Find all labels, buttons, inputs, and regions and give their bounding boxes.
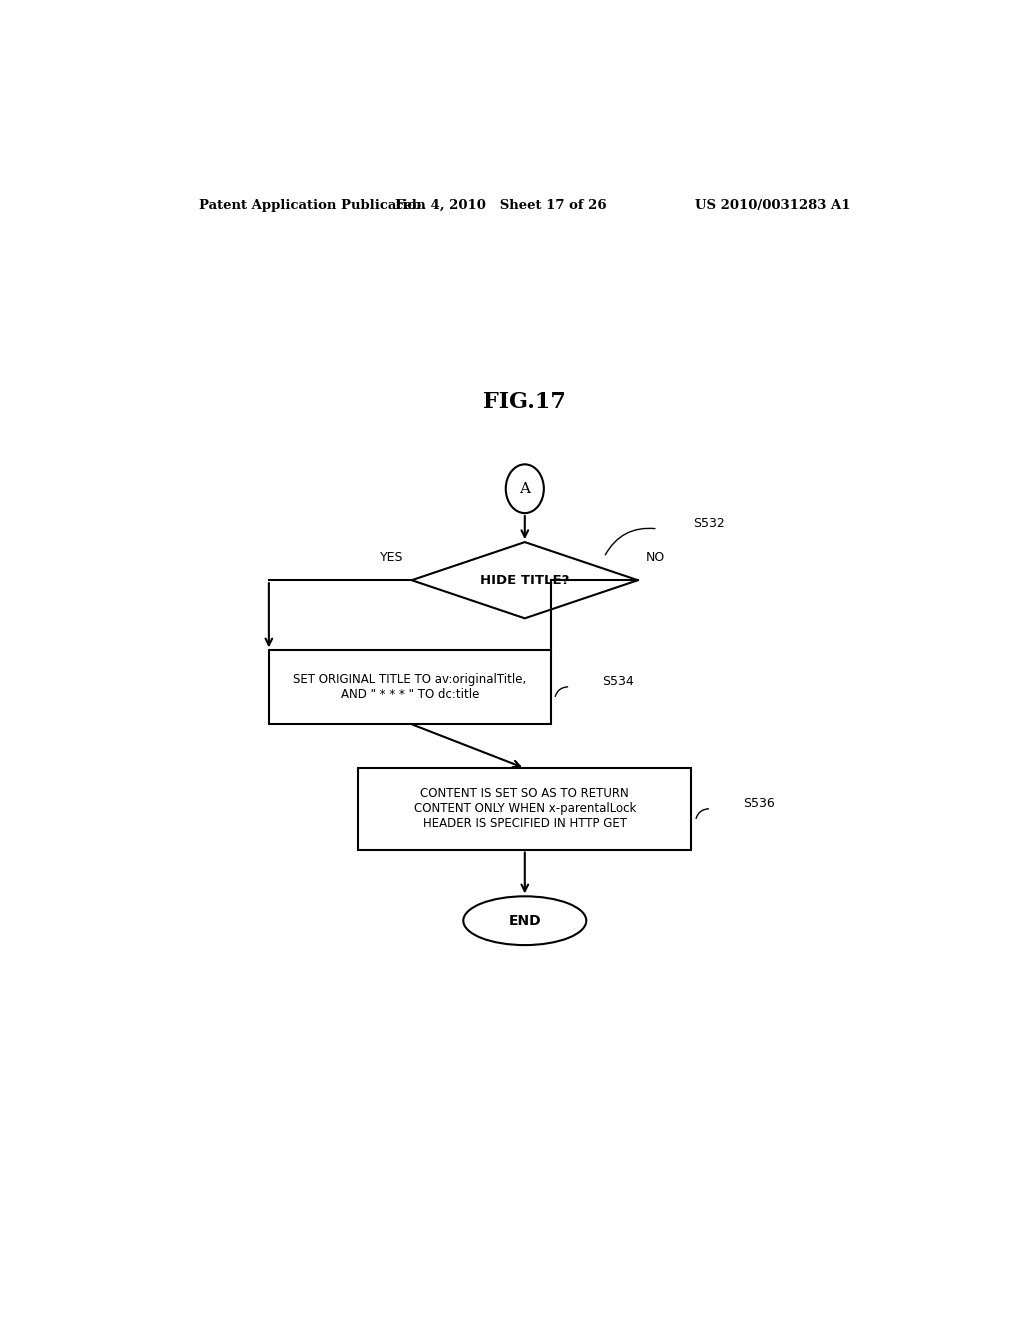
Text: S536: S536	[743, 797, 775, 810]
Text: FIG.17: FIG.17	[483, 391, 566, 413]
Text: US 2010/0031283 A1: US 2010/0031283 A1	[694, 198, 850, 211]
Text: S532: S532	[693, 517, 725, 531]
Text: A: A	[519, 482, 530, 496]
Text: S534: S534	[602, 676, 634, 688]
Text: END: END	[509, 913, 541, 928]
Text: Feb. 4, 2010   Sheet 17 of 26: Feb. 4, 2010 Sheet 17 of 26	[395, 198, 607, 211]
Text: NO: NO	[646, 552, 665, 565]
Text: HIDE TITLE?: HIDE TITLE?	[480, 574, 569, 586]
Text: YES: YES	[380, 552, 403, 565]
Text: Patent Application Publication: Patent Application Publication	[200, 198, 426, 211]
Text: CONTENT IS SET SO AS TO RETURN
CONTENT ONLY WHEN x-parentalLock
HEADER IS SPECIF: CONTENT IS SET SO AS TO RETURN CONTENT O…	[414, 788, 636, 830]
Text: SET ORIGINAL TITLE TO av:originalTitle,
AND " * * * " TO dc:title: SET ORIGINAL TITLE TO av:originalTitle, …	[293, 673, 526, 701]
